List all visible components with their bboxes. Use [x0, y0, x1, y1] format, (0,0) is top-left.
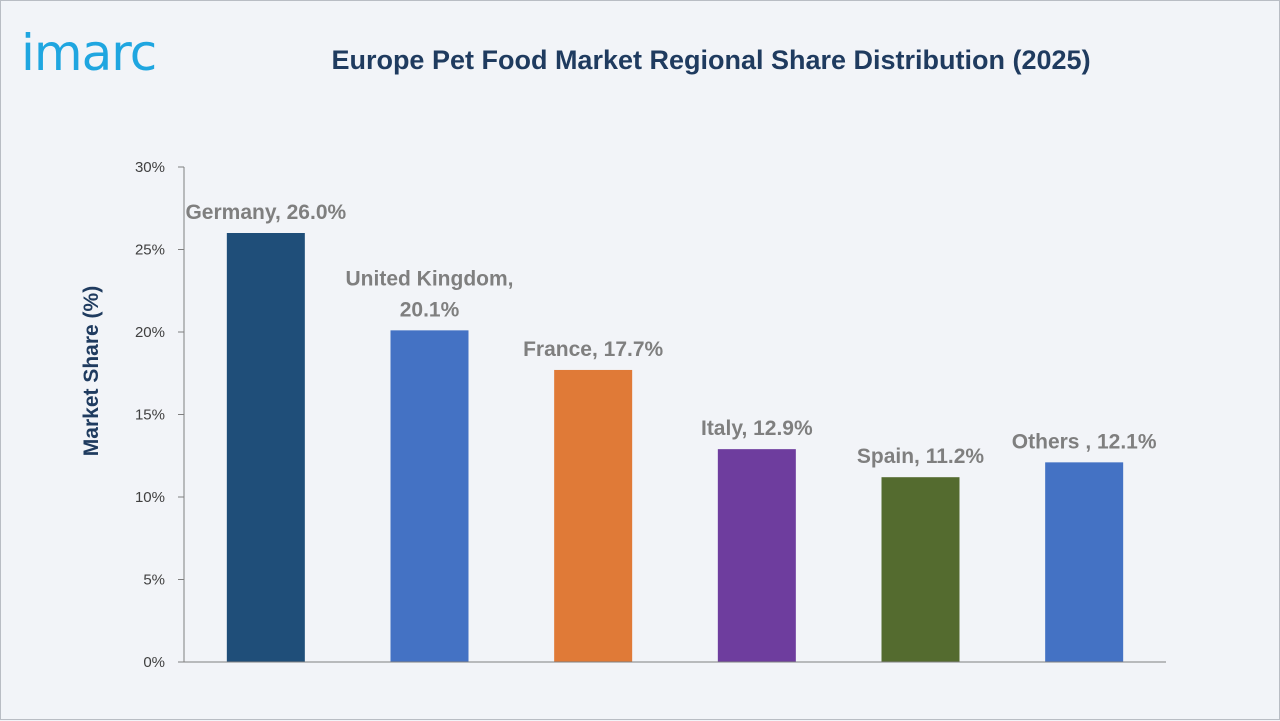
y-tick-label: 10% [135, 489, 165, 506]
y-tick-label: 30% [135, 159, 165, 176]
bar-spain [881, 477, 960, 662]
y-tick-label: 15% [135, 407, 165, 424]
bar-united-kingdom [390, 330, 469, 662]
y-tick-label: 20% [135, 324, 165, 341]
bar-france [554, 369, 633, 662]
data-label: Others , 12.1% [1012, 430, 1157, 453]
bar-others [1045, 462, 1124, 662]
data-label: 20.1% [400, 298, 460, 321]
data-label: Spain, 11.2% [857, 445, 985, 468]
y-tick-label: 0% [143, 654, 165, 671]
data-label: United Kingdom, [346, 267, 514, 290]
y-tick-label: 5% [143, 572, 165, 589]
bar-italy [717, 449, 796, 662]
y-tick-label: 25% [135, 242, 165, 259]
chart-title: Europe Pet Food Market Regional Share Di… [331, 45, 1091, 75]
data-label: Italy, 12.9% [701, 417, 813, 440]
bar-germany [226, 233, 305, 662]
data-label: France, 17.7% [523, 338, 663, 361]
imarc-logo: imarc [21, 24, 157, 82]
data-label: Germany, 26.0% [185, 201, 346, 224]
y-axis-title: Market Share (%) [80, 286, 103, 456]
